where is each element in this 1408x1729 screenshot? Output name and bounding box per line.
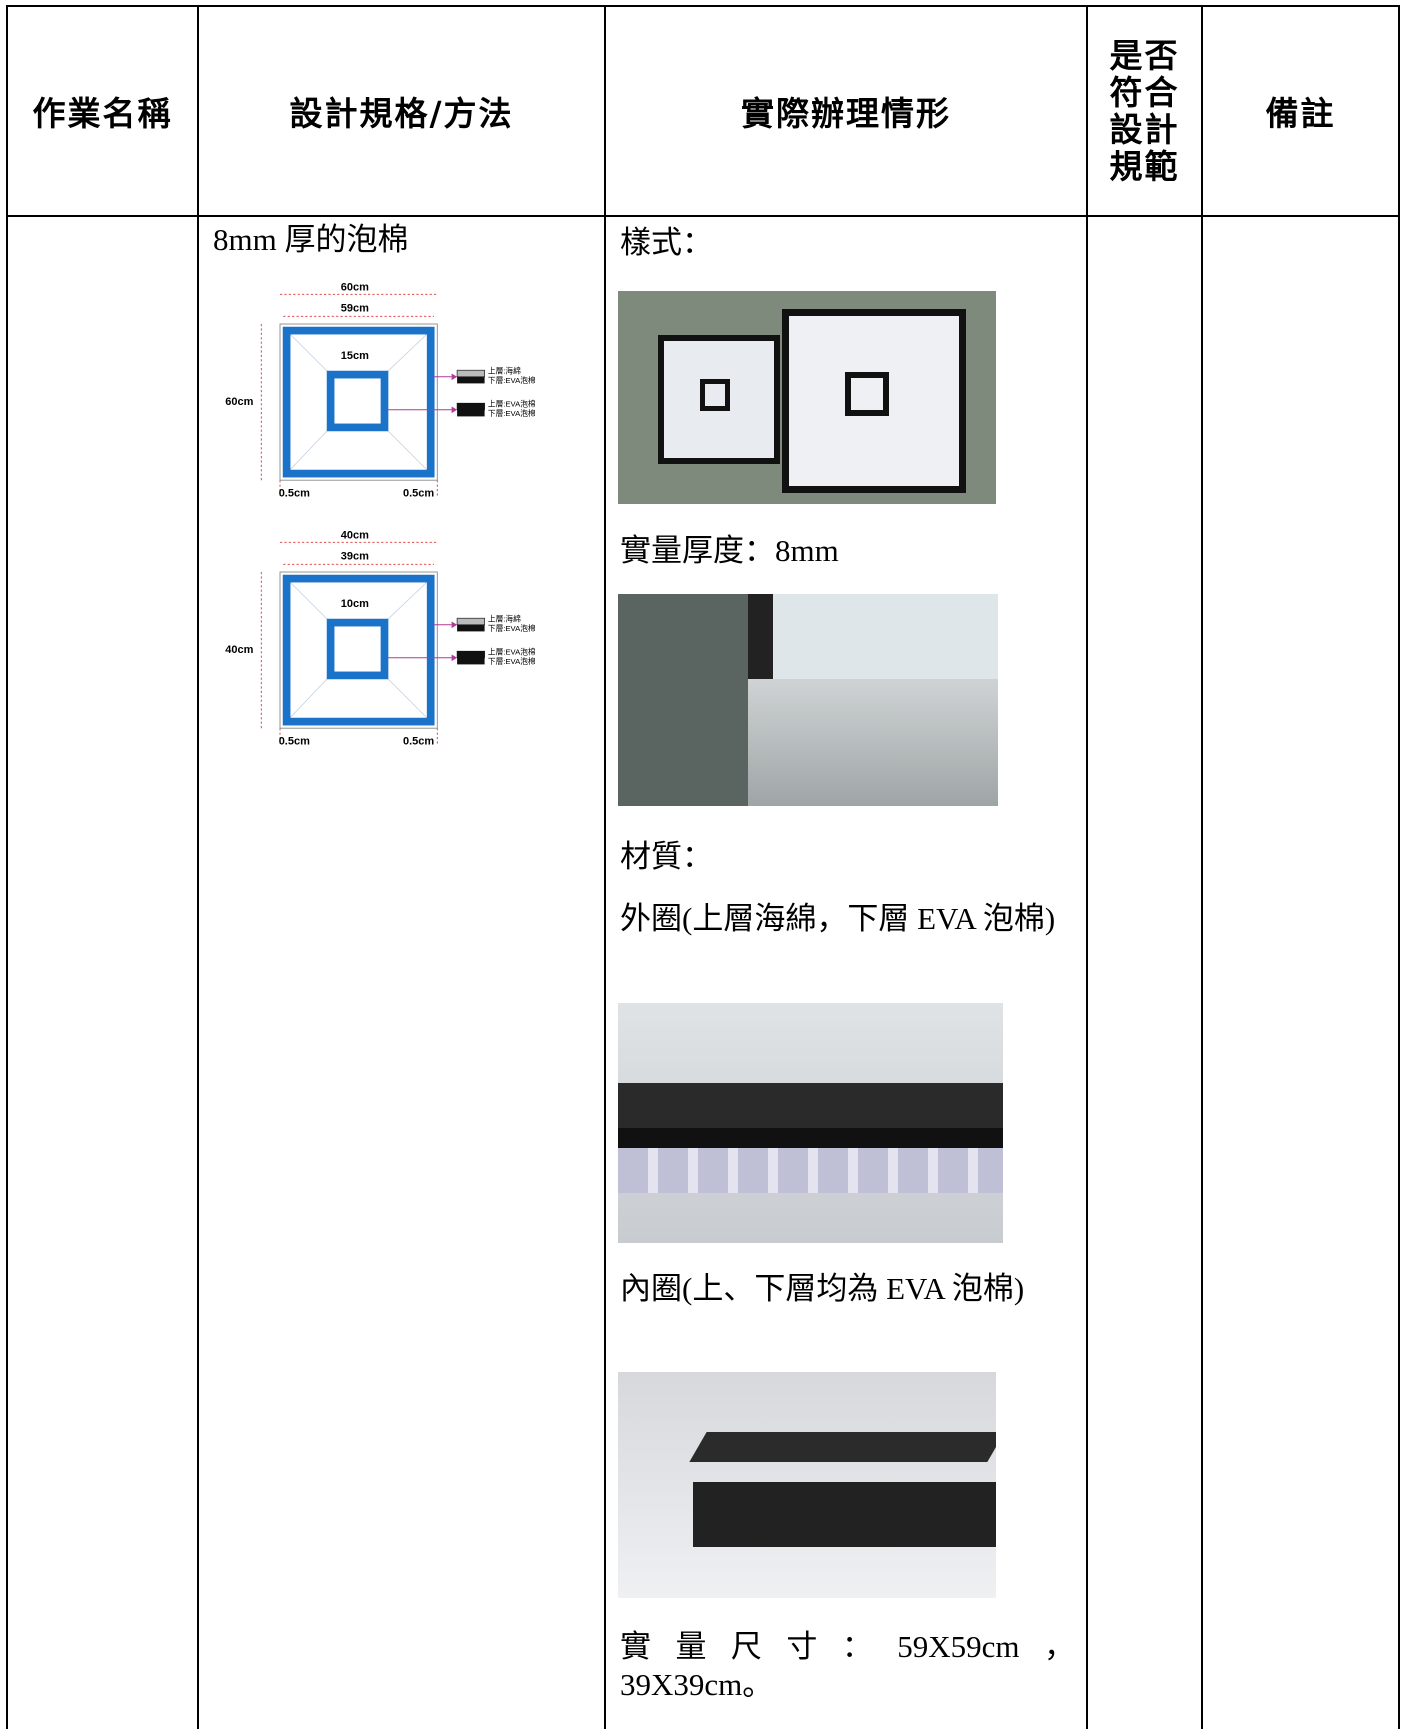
legend-text: 下層:EVA泡棉 [488,656,536,666]
border [6,5,1400,7]
outer-ring [282,574,435,726]
border [1086,5,1088,1729]
outer-ring [282,326,435,478]
arrow-head [451,621,458,629]
photo [618,594,998,806]
legend-text: 下層:EVA泡棉 [488,408,536,418]
dim-label: 0.5cm [403,487,434,499]
border [197,5,199,1729]
legend-text: 下層:EVA泡棉 [488,623,536,633]
diagonal [387,574,435,620]
arrow-head [451,654,458,662]
dim-label: 10cm [341,598,369,610]
dim-label: 15cm [341,350,369,362]
layer-top [456,617,485,626]
border [6,5,8,1729]
layer-bottom [457,409,485,417]
layer-top [456,650,485,659]
layer-bottom [457,624,485,632]
actual-text: 實量尺寸：59X59cm，39X39cm。 [620,1629,1075,1702]
dim-label: 0.5cm [279,735,310,747]
photo [618,1372,996,1598]
legend-text: 上層:EVA泡棉 [488,646,536,656]
border [6,215,1400,217]
diagonal [282,326,328,372]
diagonal [282,678,328,726]
dim-label: 39cm [341,551,369,563]
dim-label: 59cm [341,303,369,315]
header-cell: 作業名稱 [32,93,173,133]
border [1398,5,1400,1729]
dim-label: 40cm [225,644,253,656]
photo [618,1003,1003,1243]
actual-text: 實量厚度：8mm [620,533,839,568]
legend-text: 下層:EVA泡棉 [488,375,536,385]
arrow-head [451,406,458,414]
border [1201,5,1203,1729]
actual-text: 樣式： [620,225,713,260]
layer-bottom [457,657,485,665]
diagonal [282,430,328,478]
legend-text: 上層:EVA泡棉 [488,398,536,408]
photo [618,291,996,504]
header-cell: 備註 [1265,93,1336,133]
inner-ring [326,618,389,680]
inner-ring [326,370,389,432]
header-text: 是否符合設計規範 [1109,35,1180,186]
layer-top [456,369,485,378]
diagonal [387,678,435,726]
legend-text: 上層:海綿 [488,613,521,623]
actual-text: 材質： [620,839,713,874]
dim-label: 60cm [341,282,369,294]
actual-text: 外圈(上層海綿，下層 EVA 泡棉) [620,901,1056,936]
header-cell: 設計規格/方法 [289,93,514,133]
dim-label: 40cm [341,530,369,542]
border [604,5,606,1729]
layer-bottom [457,376,485,384]
diagonal [387,326,435,372]
header-cell: 是否符合設計規範 [1088,5,1201,216]
dim-label: 60cm [225,396,253,408]
dim-label: 0.5cm [403,735,434,747]
spec-text: 8mm 厚的泡棉 [213,222,409,257]
actual-text: 內圈(上、下層均為 EVA 泡棉) [620,1271,1025,1306]
diagonal [282,574,328,620]
dim-label: 0.5cm [279,487,310,499]
legend-text: 上層:海綿 [488,365,521,375]
layer-top [456,402,485,411]
arrow-head [451,373,458,381]
diagonal [387,430,435,478]
header-cell: 實際辦理情形 [741,93,951,133]
